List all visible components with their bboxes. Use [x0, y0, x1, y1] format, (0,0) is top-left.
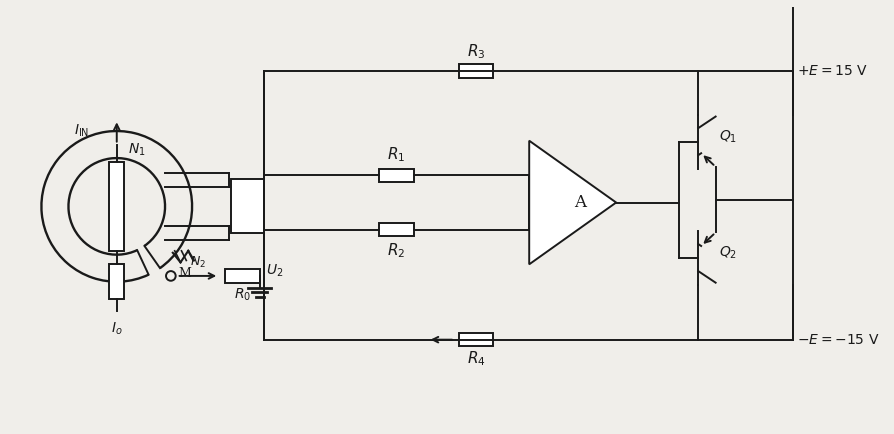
- Text: $I_o$: $I_o$: [111, 320, 122, 337]
- Text: $Q_1$: $Q_1$: [720, 128, 738, 145]
- Text: $U_2$: $U_2$: [266, 263, 283, 279]
- Text: M: M: [179, 267, 191, 280]
- Text: $N_1$: $N_1$: [129, 141, 146, 158]
- Bar: [379, 223, 414, 237]
- Bar: [109, 264, 124, 299]
- Text: $-E{=}{-}15\ {\rm V}$: $-E{=}{-}15\ {\rm V}$: [797, 333, 880, 347]
- Bar: [231, 179, 264, 233]
- Text: $+E{=}15\ {\rm V}$: $+E{=}15\ {\rm V}$: [797, 64, 868, 78]
- Text: $R_4$: $R_4$: [467, 349, 485, 368]
- Polygon shape: [529, 141, 616, 264]
- Bar: [459, 333, 493, 346]
- Text: $I_{\rm IN}$: $I_{\rm IN}$: [74, 123, 89, 139]
- Text: $R_3$: $R_3$: [467, 43, 485, 62]
- Bar: [459, 64, 493, 78]
- Text: A: A: [575, 194, 586, 211]
- Text: $R_0$: $R_0$: [233, 286, 251, 303]
- Bar: [379, 169, 414, 182]
- Bar: [225, 269, 260, 283]
- Bar: [109, 162, 124, 251]
- Text: $R_1$: $R_1$: [387, 145, 406, 164]
- Text: $R_2$: $R_2$: [387, 241, 406, 260]
- Text: $Q_2$: $Q_2$: [720, 244, 738, 261]
- Text: $N_2$: $N_2$: [190, 255, 207, 270]
